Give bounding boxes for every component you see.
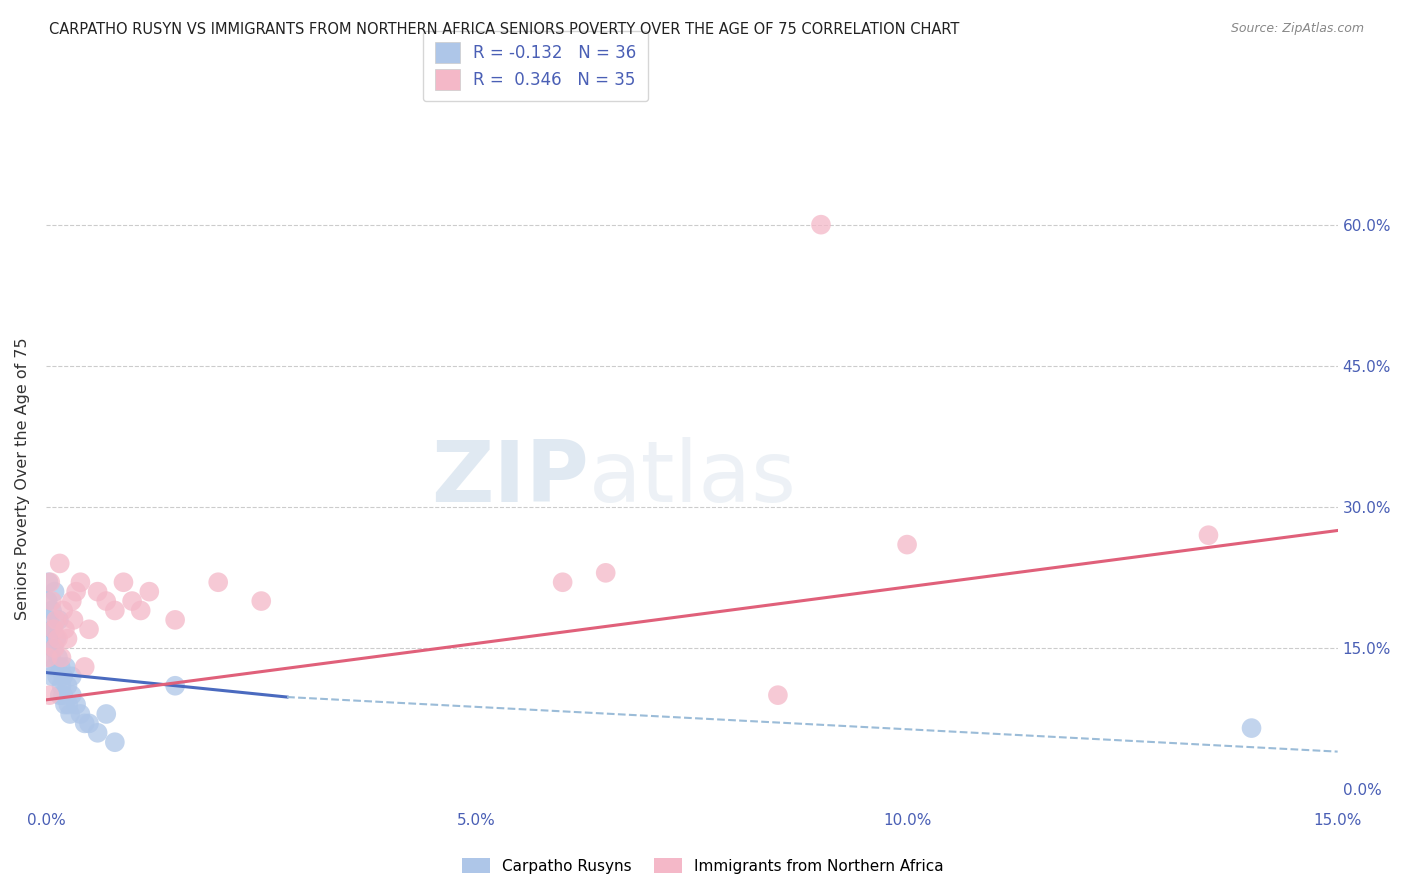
Point <box>73 716 96 731</box>
Point <box>138 584 160 599</box>
Point <box>112 575 135 590</box>
Point <box>104 603 127 617</box>
Point <box>38 688 60 702</box>
Point <box>96 706 118 721</box>
Point <box>86 584 108 599</box>
Point <box>55 660 77 674</box>
Point <box>37 650 59 665</box>
Point <box>766 688 789 702</box>
Point <box>56 679 79 693</box>
Legend: Carpatho Rusyns, Immigrants from Northern Africa: Carpatho Rusyns, Immigrants from Norther… <box>456 852 950 880</box>
Point <box>53 698 76 712</box>
Y-axis label: Seniors Poverty Over the Age of 75: Seniors Poverty Over the Age of 75 <box>15 337 30 620</box>
Point <box>46 632 69 646</box>
Point <box>52 688 75 702</box>
Point <box>49 660 72 674</box>
Point <box>65 698 87 712</box>
Legend: R = -0.132   N = 36, R =  0.346   N = 35: R = -0.132 N = 36, R = 0.346 N = 35 <box>423 30 648 102</box>
Point <box>44 660 66 674</box>
Point <box>48 613 70 627</box>
Point <box>52 603 75 617</box>
Point <box>121 594 143 608</box>
Point <box>44 584 66 599</box>
Point <box>37 594 59 608</box>
Point <box>77 622 100 636</box>
Point <box>39 650 62 665</box>
Point <box>48 557 70 571</box>
Point <box>46 669 69 683</box>
Point <box>41 669 63 683</box>
Point <box>1240 721 1263 735</box>
Point <box>56 632 79 646</box>
Point <box>45 632 67 646</box>
Point <box>60 669 83 683</box>
Point <box>38 575 60 590</box>
Point <box>45 613 67 627</box>
Point <box>129 603 152 617</box>
Point <box>41 603 63 617</box>
Text: atlas: atlas <box>589 437 796 520</box>
Point <box>39 632 62 646</box>
Text: Source: ZipAtlas.com: Source: ZipAtlas.com <box>1230 22 1364 36</box>
Point <box>207 575 229 590</box>
Point <box>60 594 83 608</box>
Point <box>52 669 75 683</box>
Point <box>69 575 91 590</box>
Point <box>42 622 65 636</box>
Point <box>165 679 187 693</box>
Point <box>65 584 87 599</box>
Point <box>42 622 65 636</box>
Point <box>896 538 918 552</box>
Point <box>38 613 60 627</box>
Point <box>59 706 82 721</box>
Point <box>46 650 69 665</box>
Point <box>53 622 76 636</box>
Point <box>165 613 187 627</box>
Point <box>551 575 574 590</box>
Text: CARPATHO RUSYN VS IMMIGRANTS FROM NORTHERN AFRICA SENIORS POVERTY OVER THE AGE O: CARPATHO RUSYN VS IMMIGRANTS FROM NORTHE… <box>49 22 959 37</box>
Point <box>48 688 70 702</box>
Point <box>60 688 83 702</box>
Point <box>104 735 127 749</box>
Point <box>44 641 66 656</box>
Point <box>96 594 118 608</box>
Point <box>810 218 832 232</box>
Point <box>1198 528 1220 542</box>
Point <box>86 726 108 740</box>
Point <box>39 575 62 590</box>
Point <box>250 594 273 608</box>
Point <box>58 698 80 712</box>
Point <box>62 613 84 627</box>
Text: ZIP: ZIP <box>430 437 589 520</box>
Point <box>69 706 91 721</box>
Point <box>77 716 100 731</box>
Point <box>51 650 73 665</box>
Point <box>73 660 96 674</box>
Point <box>41 594 63 608</box>
Point <box>42 641 65 656</box>
Point <box>51 679 73 693</box>
Point <box>595 566 617 580</box>
